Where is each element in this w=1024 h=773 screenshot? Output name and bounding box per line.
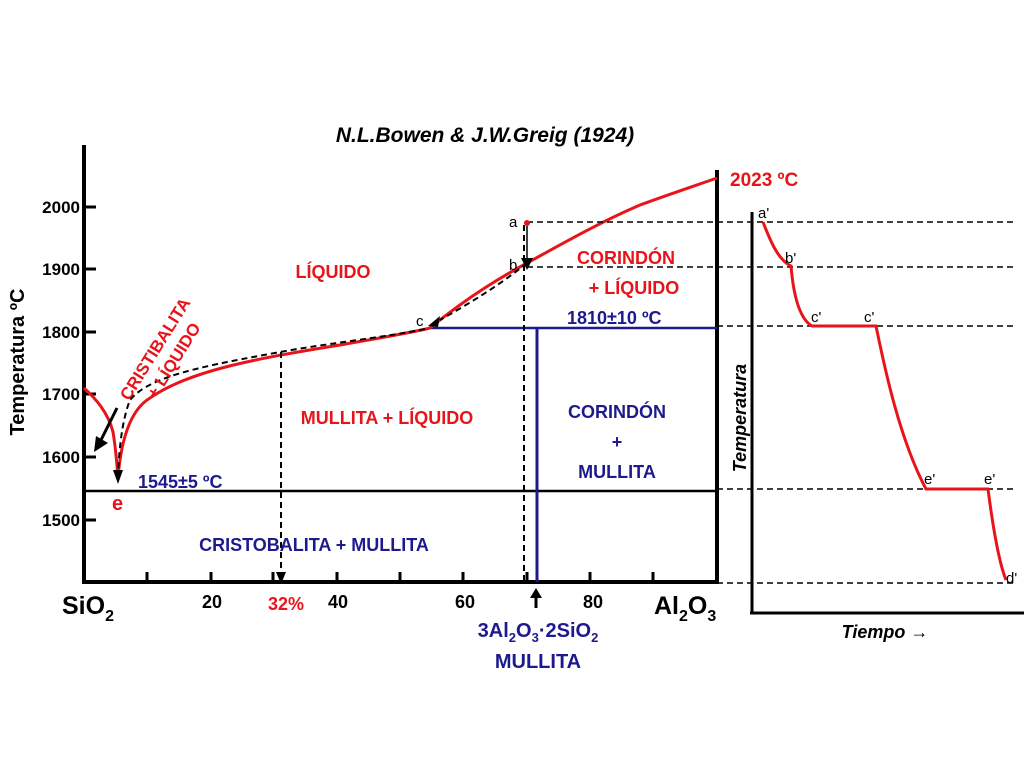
point-b-label: b (509, 257, 517, 274)
melting-point-label: 2023 ºC (730, 170, 798, 191)
cristobalite-liquidus (82, 386, 120, 479)
y-axis-label: Temperatura ºC (7, 289, 29, 436)
cooling-point-d: d' (1006, 570, 1017, 587)
eutectic-temp-label: 1545±5 ºC (138, 472, 223, 492)
region-liquid: LÍQUIDO (296, 261, 371, 282)
y-tick-1900: 1900 (42, 260, 80, 279)
region-corundum-mullite-3: MULLITA (578, 462, 656, 482)
al2o3-end-label: Al2O3 (654, 592, 716, 625)
cooling-curve (761, 221, 1008, 581)
y-tick-1600: 1600 (42, 448, 80, 467)
cooling-x-label: Tiempo → (842, 622, 929, 642)
mullite-arrowhead (530, 588, 542, 598)
cooling-y-label: Temperatura (730, 364, 750, 472)
corundum-liquidus (429, 176, 718, 330)
mullite-name: MULLITA (495, 651, 581, 673)
diagram-title: N.L.Bowen & J.W.Greig (1924) (336, 124, 634, 147)
cooling-path-dashed (117, 262, 528, 477)
point-a-label: a (509, 214, 518, 231)
point-a-marker (524, 220, 530, 226)
y-tick-1500: 1500 (42, 511, 80, 530)
region-cristobalite-mullite: CRISTOBALITA + MULLITA (199, 535, 429, 555)
peritectic-temp-label: 1810±10 ºC (567, 308, 662, 328)
x-tick-40: 40 (328, 592, 348, 612)
region-corundum-mullite-1: CORINDÓN (568, 401, 666, 422)
region-corundum-liquid-2: + LÍQUIDO (589, 277, 680, 298)
region-cristobalite-liquid: CRISTIBALITA + LÍQUIDO (116, 295, 204, 404)
cooling-point-c1: c' (811, 309, 822, 326)
region-corundum-mullite-2: + (612, 432, 623, 452)
x-ticks (145, 572, 655, 582)
y-tick-2000: 2000 (42, 198, 80, 217)
cooling-point-a: a' (758, 205, 769, 222)
x-tick-20: 20 (202, 592, 222, 612)
cooling-arrow-e (113, 470, 123, 484)
eutectic-point-label: e (112, 493, 123, 515)
cooling-arrow-c (428, 316, 440, 327)
y-tick-1700: 1700 (42, 385, 80, 404)
cristobalite-arrow (98, 407, 119, 443)
mullite-liquidus (116, 326, 431, 479)
y-tick-1800: 1800 (42, 323, 80, 342)
x-tick-32-percent: 32% (268, 594, 304, 614)
x-tick-80: 80 (583, 592, 603, 612)
cristobalite-arrowhead (94, 436, 108, 452)
cooling-point-e2: e' (984, 471, 995, 488)
region-mullite-liquid: MULLITA + LÍQUIDO (301, 407, 474, 428)
cooling-point-b: b' (785, 250, 796, 267)
region-corundum-liquid-1: CORINDÓN (577, 247, 675, 268)
cooling-point-c2: c' (864, 309, 875, 326)
x-tick-labels: 20 40 60 80 (202, 592, 603, 612)
x-tick-60: 60 (455, 592, 475, 612)
mullite-formula: 3Al2O3·2SiO2 (478, 620, 599, 645)
y-tick-labels: 2000 1900 1800 1700 1600 1500 (42, 198, 80, 530)
arrow-32 (276, 572, 286, 584)
cooling-point-e1: e' (924, 471, 935, 488)
cooling-point-labels: a' b' c' c' e' e' d' (758, 205, 1017, 587)
guide-lines (527, 221, 1016, 584)
sio2-end-label: SiO2 (62, 592, 114, 625)
point-c-label: c (416, 313, 424, 330)
